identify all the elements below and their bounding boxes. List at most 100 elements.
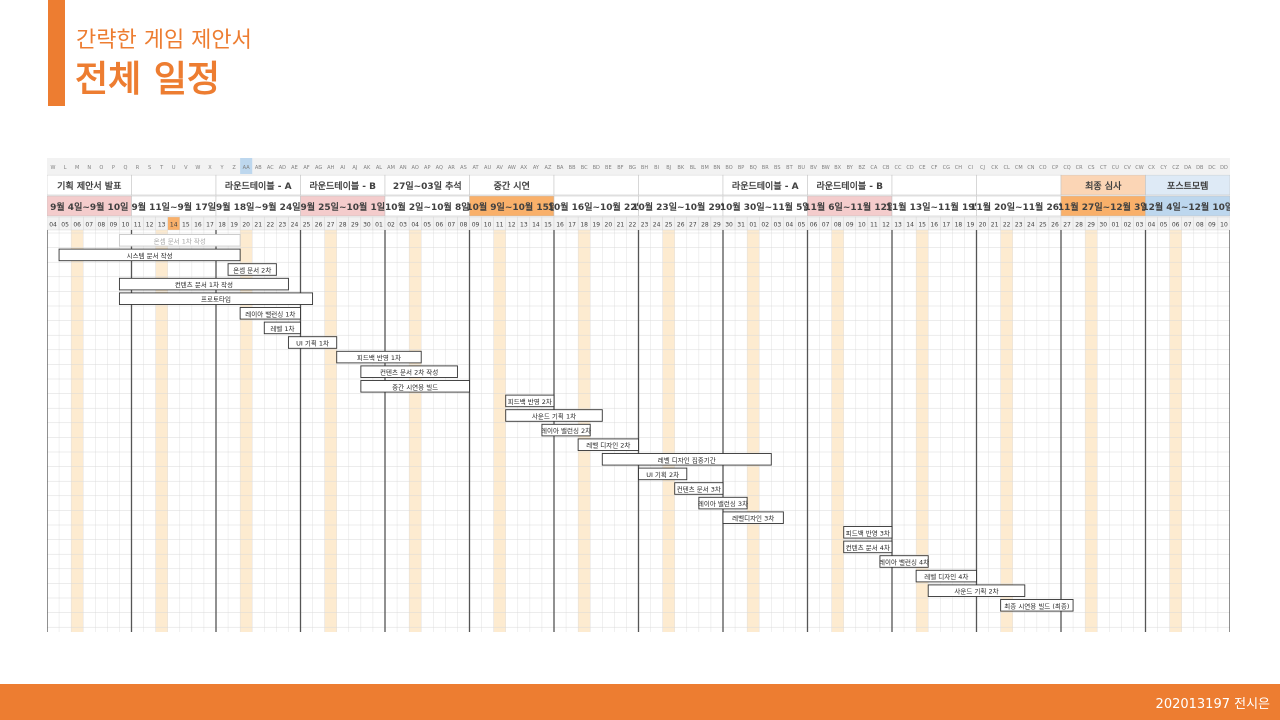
week-event-label: 중간 시연 — [494, 180, 530, 192]
day-number: 11 — [134, 222, 142, 229]
week-event-label: 라운드테이블 - A — [225, 180, 292, 192]
day-number: 07 — [85, 222, 93, 229]
week-event-label: 최종 심사 — [1085, 180, 1122, 192]
column-letter: N — [87, 165, 91, 171]
day-number: 09 — [846, 222, 854, 229]
day-number: 10 — [858, 222, 866, 229]
day-number: 09 — [1208, 222, 1216, 229]
day-number: 11 — [870, 222, 878, 229]
column-letter: AD — [279, 165, 286, 171]
day-number: 24 — [291, 222, 299, 229]
week-range-label: 11월 27일~12월 3일 — [1058, 201, 1149, 213]
task-label: 레이아 밸런싱 1차 — [245, 309, 295, 318]
column-letter: BD — [593, 165, 600, 171]
slide-title: 전체 일정 — [75, 59, 221, 100]
column-letter: CB — [883, 165, 890, 171]
day-number: 30 — [1099, 222, 1107, 229]
slide-subtitle: 간략한 게임 제안서 — [76, 28, 252, 53]
column-letter: CA — [870, 165, 877, 171]
column-letter: P — [112, 165, 115, 171]
week-event-cell — [891, 174, 977, 196]
day-number: 04 — [49, 222, 57, 229]
day-number: 18 — [955, 222, 963, 229]
day-number: 23 — [641, 222, 649, 229]
column-letter: AR — [448, 165, 455, 171]
column-letter: BT — [786, 165, 793, 171]
day-number: 11 — [496, 222, 504, 229]
task-bar — [601, 453, 772, 466]
day-number: 20 — [979, 222, 987, 229]
column-letter: AU — [484, 165, 491, 171]
week-event-label: 라운드테이블 - B — [816, 180, 883, 192]
column-letter: Y — [220, 165, 225, 171]
week-event-cell — [976, 174, 1062, 196]
day-number: 15 — [544, 222, 552, 229]
column-letter: M — [75, 165, 79, 171]
day-number: 02 — [761, 222, 769, 229]
day-number: 02 — [1124, 222, 1132, 229]
column-letter: BC — [581, 165, 588, 171]
day-number: 03 — [774, 222, 782, 229]
day-number: 03 — [399, 222, 407, 229]
task-label: UI 기획 1차 — [296, 339, 329, 348]
column-letter: BS — [774, 165, 781, 171]
day-number: 20 — [605, 222, 613, 229]
day-number: 06 — [436, 222, 444, 229]
weekend-stripe — [240, 230, 253, 632]
task-label: 피드백 반영 1차 — [357, 353, 401, 362]
column-letter: AF — [303, 165, 309, 171]
column-letter: AO — [412, 165, 419, 171]
column-letter: Q — [123, 165, 127, 171]
day-number: 20 — [242, 222, 250, 229]
column-letter: CR — [1076, 165, 1083, 171]
day-number: 14 — [532, 222, 540, 229]
column-letter: BG — [629, 165, 636, 171]
day-number: 16 — [930, 222, 938, 229]
column-letter: S — [148, 165, 151, 171]
column-letter: BK — [677, 165, 684, 171]
column-letter: CX — [1148, 165, 1155, 171]
column-letter: AB — [255, 165, 262, 171]
column-letter: AE — [291, 165, 298, 171]
week-range-label: 11월 6일~11월 12일 — [804, 201, 895, 213]
task-bar — [227, 263, 277, 276]
column-letter: U — [172, 165, 176, 171]
task-bar — [698, 496, 748, 510]
selected-column-header — [240, 158, 253, 174]
week-event-label: 라운드테이블 - B — [309, 180, 376, 192]
day-number: 05 — [1160, 222, 1168, 229]
week-range-label: 12월 4일~12월 10일 — [1142, 201, 1230, 213]
column-letter: CY — [1160, 165, 1167, 171]
day-number: 01 — [1112, 222, 1120, 229]
column-letter: DD — [1220, 165, 1228, 171]
day-number: 08 — [1196, 222, 1204, 229]
column-letter: R — [136, 165, 140, 171]
day-number: 06 — [1172, 222, 1180, 229]
column-letter: DB — [1196, 165, 1204, 171]
week-range-label: 9월 4일~9월 10일 — [50, 201, 128, 213]
day-number: 19 — [592, 222, 600, 229]
day-number: 08 — [98, 222, 106, 229]
task-bar — [505, 394, 555, 408]
day-number: 08 — [834, 222, 842, 229]
task-label: 피드백 반영 2차 — [508, 397, 552, 406]
task-bar — [674, 482, 724, 495]
column-letter: L — [64, 165, 67, 171]
day-number: 06 — [810, 222, 818, 229]
day-number: 06 — [73, 222, 81, 229]
week-event-label: 라운드테이블 - A — [732, 180, 799, 192]
day-number: 26 — [677, 222, 685, 229]
day-number: 09 — [110, 222, 118, 229]
column-letter: CZ — [1172, 165, 1179, 171]
day-number: 25 — [1039, 222, 1047, 229]
column-letter: W — [51, 165, 56, 171]
day-number: 17 — [943, 222, 951, 229]
day-number: 08 — [460, 222, 468, 229]
day-number: 05 — [798, 222, 806, 229]
task-bar — [360, 365, 458, 378]
column-letter: BJ — [666, 165, 671, 171]
column-letter: BP — [738, 165, 744, 171]
week-range-label: 11월 20일~11월 26일 — [970, 201, 1067, 213]
column-letter: BQ — [749, 165, 756, 171]
day-number: 12 — [146, 222, 154, 229]
